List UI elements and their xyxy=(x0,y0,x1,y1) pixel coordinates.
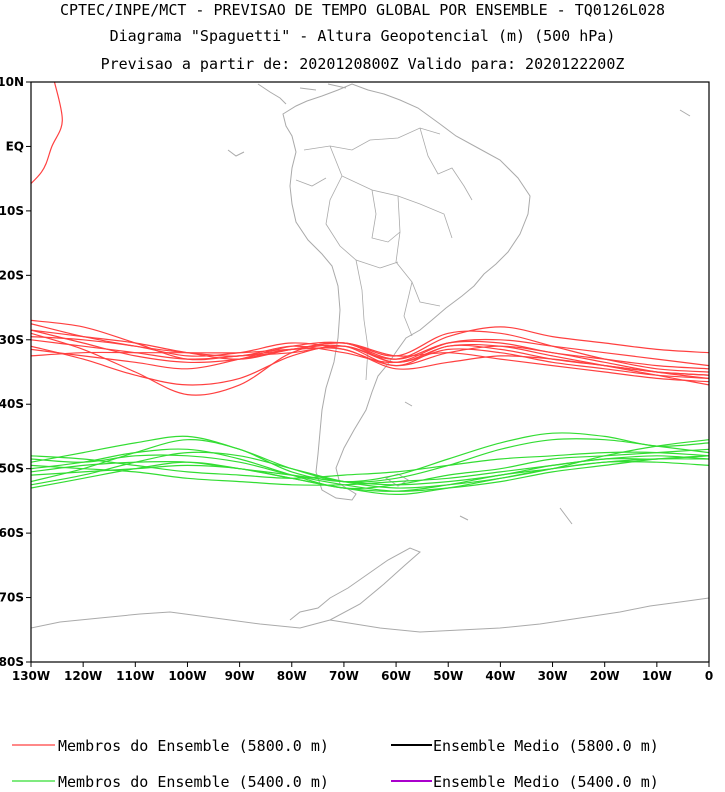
y-tick-label: EQ xyxy=(6,139,24,153)
ensemble-member-line-5800-fragment-20 xyxy=(31,82,63,185)
ensemble-member-line-5400-10 xyxy=(31,454,709,492)
x-tick-label: 50W xyxy=(433,669,463,683)
south-america-coast xyxy=(282,83,531,501)
ensemble-member-line-5400-19 xyxy=(31,460,709,496)
ensemble-member-line-5400-16 xyxy=(31,455,709,486)
chart-title: CPTEC/INPE/MCT - PREVISAO DE TEMPO GLOBA… xyxy=(59,1,666,19)
y-tick-label: 10S xyxy=(0,204,24,218)
x-tick-label: 40W xyxy=(485,669,515,683)
x-tick-label: 130W xyxy=(12,669,50,683)
ensemble-member-line-5400-13 xyxy=(31,432,709,483)
x-tick-label: 0 xyxy=(705,669,713,683)
x-tick-label: 10W xyxy=(642,669,672,683)
legend-label-members-5800: Membros do Ensemble (5800.0 m) xyxy=(58,737,329,755)
x-tick-label: 90W xyxy=(225,669,255,683)
x-tick-label: 80W xyxy=(277,669,307,683)
antarctica-coast xyxy=(31,547,709,633)
ensemble-member-line-5400-15 xyxy=(31,458,709,492)
ensemble-member-line-5800-6 xyxy=(31,347,709,376)
plot-frame xyxy=(30,81,710,663)
country-borders xyxy=(295,127,473,381)
ensemble-member-line-5400-14 xyxy=(31,451,709,479)
ensemble-member-line-5400-18 xyxy=(31,455,709,486)
y-tick-label: 30S xyxy=(0,333,24,347)
coastline-map xyxy=(31,83,709,633)
legend-label-members-5400: Membros do Ensemble (5400.0 m) xyxy=(58,773,329,791)
ensemble-member-line-5400-11 xyxy=(31,448,709,490)
x-tick-label: 20W xyxy=(590,669,620,683)
ensemble-lines xyxy=(31,82,709,496)
y-tick-label: 50S xyxy=(0,462,24,476)
x-tick-label: 120W xyxy=(64,669,102,683)
ensemble-member-line-5800-9 xyxy=(31,336,709,379)
y-tick-label: 60S xyxy=(0,526,24,540)
ensemble-member-line-5800-8 xyxy=(31,340,709,370)
x-tick-label: 30W xyxy=(538,669,568,683)
y-tick-label: 20S xyxy=(0,268,24,282)
x-tick-label: 100W xyxy=(168,669,206,683)
ensemble-member-line-5400-12 xyxy=(31,435,709,483)
ensemble-member-line-5400-17 xyxy=(31,439,709,489)
forecast-dates: Previsao a partir de: 2020120800Z Valido… xyxy=(100,55,625,73)
ensemble-member-line-5800-4 xyxy=(31,345,709,386)
x-tick-label: 70W xyxy=(329,669,359,683)
y-tick-label: 40S xyxy=(0,397,24,411)
y-tick-label: 80S xyxy=(0,655,24,669)
y-tick-label: 70S xyxy=(0,591,24,605)
legend-label-mean-5800: Ensemble Medio (5800.0 m) xyxy=(433,737,659,755)
axes: 130W 120W 110W 100W 90W 80W 70W 60W 50W 40W 30W 20W… xyxy=(0,75,713,683)
y-tick-label: 10N xyxy=(0,75,24,89)
x-tick-label: 110W xyxy=(116,669,154,683)
x-tick-label: 60W xyxy=(381,669,411,683)
legend: Membros do Ensemble (5800.0 m) Ensemble … xyxy=(12,737,659,791)
central-america-coast xyxy=(227,83,691,157)
legend-label-mean-5400: Ensemble Medio (5400.0 m) xyxy=(433,773,659,791)
chart-subtitle: Diagrama "Spaguetti" - Altura Geopotenci… xyxy=(109,27,616,45)
south-atlantic-islands xyxy=(404,401,573,525)
